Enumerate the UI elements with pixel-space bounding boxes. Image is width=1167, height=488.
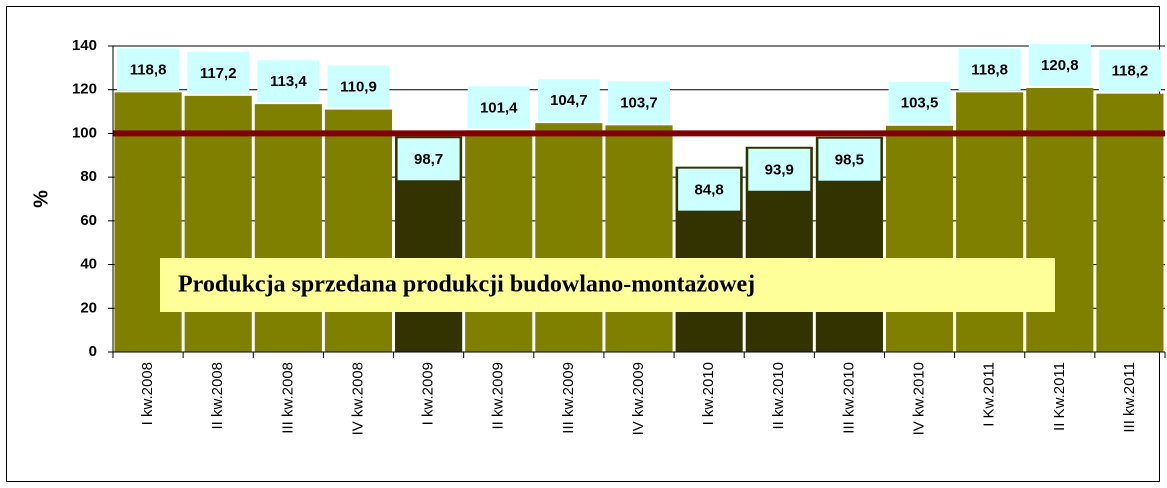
value-label-box [397, 138, 460, 181]
value-label: 103,7 [620, 94, 658, 111]
y-tick-label: 140 [72, 37, 97, 54]
annotation: Produkcja sprzedana produkcji budowlano-… [178, 272, 755, 298]
x-tick-label: IV kw.2010 [911, 362, 928, 435]
x-tick-label: III kw.2008 [279, 362, 296, 434]
value-label: 103,5 [901, 95, 939, 112]
value-label-box [678, 168, 741, 211]
value-label: 120,8 [1041, 57, 1079, 74]
value-label-box [958, 48, 1021, 91]
y-tick-label: 0 [89, 343, 97, 360]
x-tick-label: II Kw.2011 [1051, 362, 1068, 431]
x-tick-label: IV kw.2009 [630, 362, 647, 435]
bar [1026, 87, 1094, 353]
value-label: 93,9 [765, 162, 794, 179]
annotation-box [160, 258, 1055, 312]
y-axis-label: % [30, 190, 52, 208]
bar [1096, 93, 1164, 353]
value-label-box [467, 86, 530, 129]
bar [605, 125, 673, 352]
value-label-box [117, 48, 180, 91]
value-label-box [1028, 43, 1091, 86]
bar [324, 109, 393, 353]
value-label-box [748, 148, 811, 191]
value-label-box [327, 65, 390, 108]
x-tick-label: III kw.2010 [840, 362, 857, 434]
value-label-box [187, 51, 250, 94]
x-tick-label: III kw.2011 [1121, 362, 1138, 433]
x-tick-label: I kw.2008 [139, 362, 156, 425]
value-label-box [1098, 49, 1161, 92]
value-label: 84,8 [695, 182, 724, 199]
x-tick-label: IV kw.2008 [349, 362, 366, 435]
x-tick-label: I kw.2010 [700, 362, 717, 425]
y-tick-label: 60 [80, 212, 97, 229]
value-label: 98,7 [414, 151, 443, 168]
value-label: 117,2 [200, 65, 237, 82]
value-label: 98,5 [835, 152, 864, 169]
value-label: 113,4 [270, 73, 307, 90]
x-tick-label: I kw.2009 [420, 362, 437, 425]
bar [535, 123, 603, 352]
value-label: 101,4 [480, 99, 518, 116]
bar [465, 130, 533, 352]
y-tick-label: 20 [80, 299, 97, 316]
bar [254, 104, 322, 352]
value-label: 118,8 [130, 61, 167, 78]
x-tick-label: III kw.2009 [560, 362, 577, 434]
y-tick-label: 100 [72, 124, 97, 141]
value-label-box [818, 138, 881, 181]
y-tick-label: 40 [80, 256, 97, 273]
value-label-box [537, 79, 600, 122]
x-tick-label: I Kw.2011 [981, 362, 998, 427]
x-tick-label: II kw.2009 [490, 362, 507, 430]
y-tick-label: 120 [72, 81, 97, 98]
value-label-box [608, 81, 670, 124]
value-label: 104,7 [550, 92, 588, 109]
bar [885, 125, 954, 353]
value-label: 118,2 [1112, 63, 1149, 80]
y-tick-label: 80 [80, 168, 97, 185]
x-tick-label: II kw.2008 [209, 362, 226, 430]
x-tick-label: II kw.2010 [770, 362, 787, 430]
value-label-box [257, 60, 320, 103]
value-label: 118,8 [971, 61, 1008, 78]
value-label: 110,9 [340, 79, 377, 96]
value-label-box [888, 81, 951, 124]
